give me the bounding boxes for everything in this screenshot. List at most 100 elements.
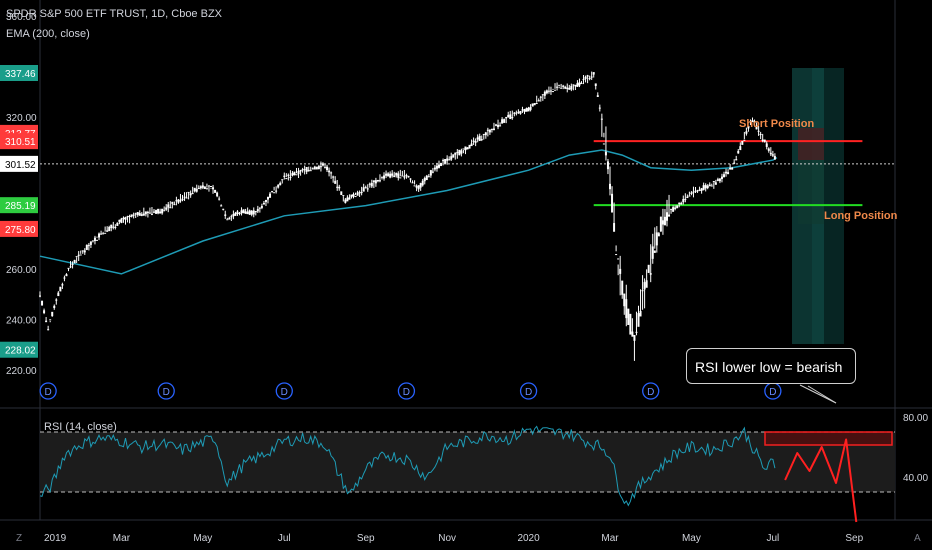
rsi-legend[interactable]: RSI (14, close) xyxy=(44,421,117,433)
dividend-marker-letter: D xyxy=(403,387,410,398)
candle-body xyxy=(256,209,259,212)
candle-body xyxy=(568,87,571,90)
symbol-title[interactable]: SPDR S&P 500 ETF TRUST, 1D, Cboe BZX xyxy=(6,8,223,20)
candle-body xyxy=(142,213,145,216)
short-position-label: Short Position xyxy=(739,118,814,130)
candle-body xyxy=(311,168,314,170)
candle-body xyxy=(110,224,113,229)
candle-body xyxy=(560,87,563,89)
candle-body xyxy=(104,232,107,234)
candle-body xyxy=(118,219,121,222)
price-marker-badge xyxy=(0,64,38,81)
price-axis[interactable]: 360.00320.00300.09285.19260.00240.00220.… xyxy=(0,12,928,484)
candle-body xyxy=(655,232,658,246)
candle-body xyxy=(240,210,243,214)
candle-body xyxy=(55,299,58,301)
candle-body xyxy=(267,196,269,200)
candle-body xyxy=(476,137,479,140)
candle-body xyxy=(157,208,160,214)
price-marker-label: 337.46 xyxy=(5,69,36,80)
candle-body xyxy=(647,264,650,273)
candle-body xyxy=(132,214,135,216)
candle-body xyxy=(633,334,636,341)
candle-body xyxy=(189,193,192,196)
candle-body xyxy=(710,185,713,187)
candle-body xyxy=(67,267,70,269)
price-marker-label: 301.52 xyxy=(5,160,36,171)
candle-body xyxy=(600,118,603,120)
price-marker-badge xyxy=(0,155,38,172)
candle-body xyxy=(212,187,215,190)
candle-body xyxy=(167,204,170,208)
ema-series-line xyxy=(39,149,778,275)
candle-body xyxy=(397,173,400,178)
candle-body xyxy=(578,82,581,86)
timezone-icon[interactable]: Z xyxy=(16,533,23,544)
candle-body xyxy=(106,230,109,232)
candle-body xyxy=(258,207,261,209)
candle-body xyxy=(720,176,723,179)
candle-body xyxy=(741,140,744,145)
candle-body xyxy=(391,173,394,176)
candle-body xyxy=(499,125,502,127)
time-tick-label: May xyxy=(193,533,212,544)
candle-body xyxy=(631,331,634,337)
candle-body xyxy=(753,121,756,123)
candle-body xyxy=(470,143,473,147)
candle-body xyxy=(586,75,589,77)
candle-body xyxy=(690,192,693,194)
candle-body xyxy=(698,189,701,191)
candle-body xyxy=(558,84,561,86)
candle-body xyxy=(246,211,249,215)
candle-body xyxy=(203,186,206,190)
candle-body xyxy=(358,192,361,194)
candle-body xyxy=(303,169,306,171)
rsi-highlight-box xyxy=(764,431,893,446)
time-axis[interactable]: 2019 Mar May Jul Sep Nov 2020 Mar May Jul Sep xyxy=(44,533,864,544)
candle-body xyxy=(169,207,172,209)
candle-body xyxy=(580,83,583,85)
candle-body xyxy=(53,305,56,309)
candle-body xyxy=(755,125,758,130)
candle-body xyxy=(460,150,463,154)
candle-body xyxy=(381,176,383,178)
candle-body xyxy=(354,196,357,198)
candle-body xyxy=(582,79,585,81)
candle-body xyxy=(378,180,381,182)
candle-body xyxy=(672,207,675,212)
candle-body xyxy=(468,144,471,149)
rsi-series-line xyxy=(39,425,776,507)
candle-body xyxy=(201,185,204,188)
candle-body xyxy=(273,192,276,194)
candle-body xyxy=(321,163,324,166)
candle-body xyxy=(417,185,420,190)
candle-body xyxy=(635,331,638,333)
candle-body xyxy=(517,111,520,113)
candle-body xyxy=(102,233,105,235)
candle-body xyxy=(264,199,267,202)
callout-pointer xyxy=(807,385,837,404)
candle-body xyxy=(606,161,609,170)
ema-legend[interactable]: EMA (200, close) xyxy=(6,28,90,40)
candle-body xyxy=(602,143,605,145)
candle-body xyxy=(87,245,90,247)
candle-body xyxy=(399,177,402,179)
dividend-marker xyxy=(275,382,293,400)
candle-body xyxy=(153,211,155,213)
candle-body xyxy=(771,154,774,156)
candle-body xyxy=(639,310,642,317)
candle-body xyxy=(554,89,557,91)
candle-body xyxy=(262,203,265,205)
rsi-pane xyxy=(39,425,895,523)
candle-body xyxy=(269,193,272,198)
candle-body xyxy=(519,110,522,114)
candle-body xyxy=(150,213,153,215)
candle-body xyxy=(134,213,137,215)
candle-body xyxy=(389,173,392,178)
auto-scale-button[interactable]: A xyxy=(914,533,921,544)
long-position-label: Long Position xyxy=(824,210,898,222)
candle-body xyxy=(93,237,96,242)
candle-body xyxy=(765,143,768,147)
candle-body xyxy=(136,212,139,215)
